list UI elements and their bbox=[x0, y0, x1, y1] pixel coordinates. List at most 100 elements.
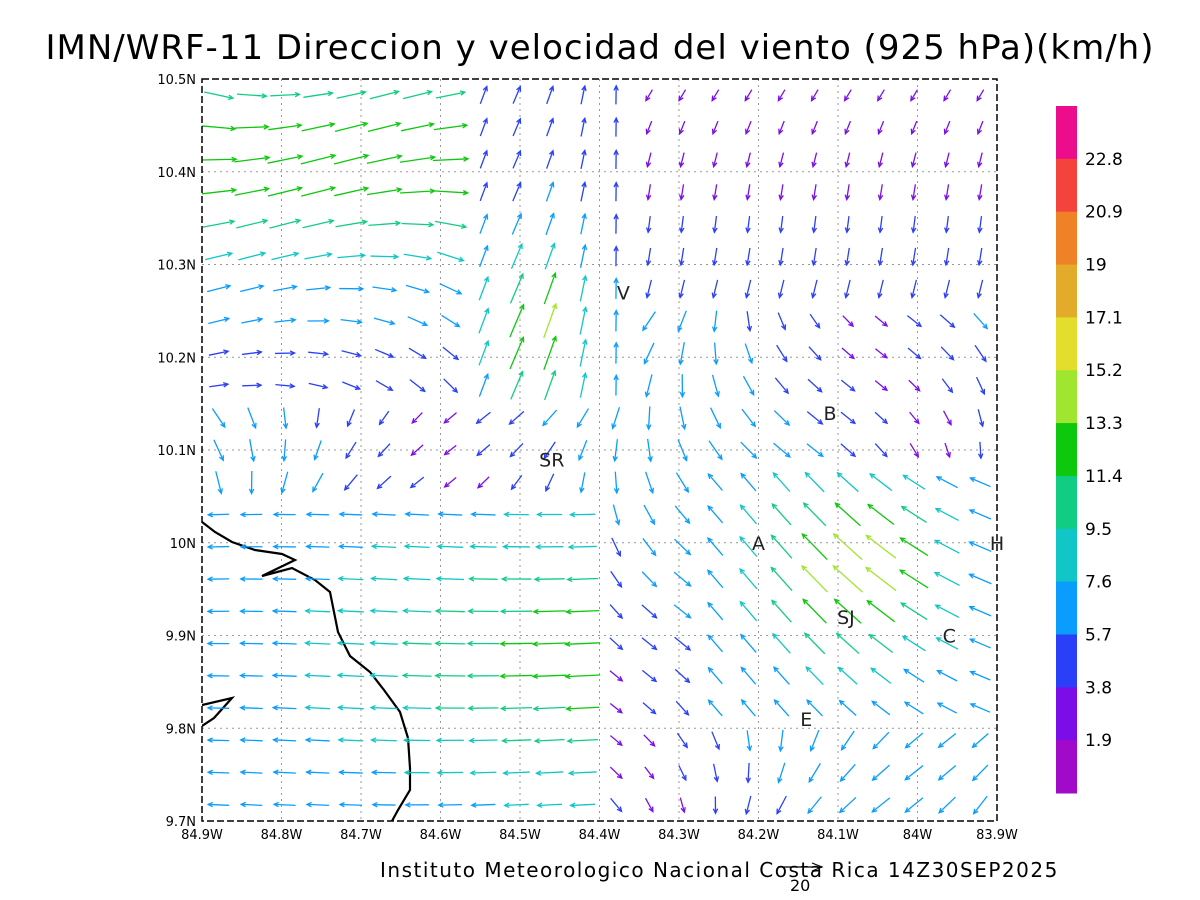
wind-arrow bbox=[707, 569, 724, 589]
wind-arrow bbox=[679, 406, 687, 431]
wind-arrow bbox=[645, 247, 652, 267]
wind-arrow bbox=[900, 602, 928, 621]
colorbar-band bbox=[1056, 264, 1077, 318]
wind-arrow bbox=[208, 316, 231, 325]
wind-arrow bbox=[239, 737, 263, 743]
wind-arrow bbox=[532, 608, 566, 615]
wind-arrow bbox=[707, 601, 724, 621]
wind-arrow bbox=[443, 444, 457, 456]
wind-arrow bbox=[711, 731, 720, 751]
wind-arrow bbox=[910, 120, 918, 136]
wind-arrow bbox=[337, 575, 364, 582]
wind-arrow bbox=[837, 666, 858, 685]
wind-arrow bbox=[673, 571, 692, 587]
wind-arrow bbox=[403, 769, 430, 776]
wind-arrow bbox=[904, 732, 924, 749]
wind-arrow bbox=[643, 504, 656, 526]
colorbar-label: 7.6 bbox=[1085, 573, 1112, 593]
wind-arrow bbox=[679, 797, 686, 814]
wind-arrow bbox=[612, 439, 619, 463]
wind-arrow bbox=[976, 89, 985, 102]
wind-arrow bbox=[844, 216, 851, 234]
wind-arrow bbox=[576, 408, 590, 429]
wind-arrow bbox=[546, 85, 555, 105]
wind-arrow bbox=[832, 564, 863, 593]
wind-arrow bbox=[776, 344, 788, 363]
wind-arrow bbox=[247, 407, 257, 430]
wind-arrow bbox=[976, 120, 984, 136]
wind-arrow bbox=[580, 149, 587, 169]
wind-arrow bbox=[512, 85, 522, 104]
wind-arrow bbox=[874, 443, 888, 458]
wind-arrow bbox=[740, 698, 756, 717]
wind-arrow bbox=[476, 444, 491, 457]
wind-arrow bbox=[241, 317, 264, 324]
wind-arrow bbox=[467, 705, 499, 712]
wind-arrow bbox=[645, 89, 654, 102]
wind-arrow bbox=[543, 335, 557, 371]
wind-arrow bbox=[645, 120, 653, 136]
wind-arrow bbox=[741, 408, 757, 428]
wind-arrow bbox=[609, 637, 624, 651]
wind-arrow bbox=[271, 672, 297, 679]
wind-arrow bbox=[740, 633, 757, 653]
colorbar-band bbox=[1056, 475, 1077, 530]
wind-arrow bbox=[437, 251, 465, 262]
wind-arrow bbox=[770, 566, 793, 592]
wind-arrow bbox=[746, 730, 753, 752]
wind-arrow bbox=[443, 477, 457, 488]
wind-arrow bbox=[433, 189, 470, 196]
wind-arrow bbox=[536, 802, 563, 809]
wind-arrow bbox=[773, 666, 790, 685]
wind-arrow bbox=[239, 801, 263, 808]
place-labels: V SR B A SJ C E H bbox=[539, 282, 1004, 731]
place-label: H bbox=[990, 533, 1004, 555]
wind-arrow bbox=[466, 640, 500, 647]
wind-arrow bbox=[943, 152, 950, 169]
wind-arrow bbox=[302, 218, 335, 229]
wind-arrow bbox=[372, 286, 398, 293]
wind-arrow bbox=[646, 438, 653, 463]
wind-arrow bbox=[206, 511, 229, 518]
wind-arrow bbox=[376, 475, 392, 490]
wind-arrow bbox=[944, 184, 950, 201]
wind-arrow bbox=[268, 122, 303, 131]
wind-arrow bbox=[645, 152, 652, 169]
wind-arrow bbox=[806, 699, 823, 717]
wind-arrow bbox=[707, 699, 723, 717]
wind-arrow bbox=[677, 310, 687, 333]
wind-arrow bbox=[535, 511, 563, 518]
wind-arrow bbox=[206, 737, 230, 743]
wind-arrow bbox=[206, 608, 230, 615]
wind-arrow bbox=[274, 317, 297, 323]
wind-arrow bbox=[579, 371, 588, 398]
wind-arrow bbox=[503, 802, 529, 808]
wind-arrow bbox=[509, 442, 524, 458]
wind-arrow bbox=[744, 343, 754, 365]
wind-arrow bbox=[202, 125, 237, 132]
wind-arrow bbox=[373, 317, 396, 326]
wind-arrow bbox=[641, 637, 658, 651]
wind-arrow bbox=[811, 152, 818, 169]
wind-arrow bbox=[679, 216, 685, 234]
wind-arrow bbox=[645, 471, 654, 495]
wind-arrow bbox=[234, 155, 271, 163]
wind-arrow bbox=[479, 244, 489, 268]
wind-arrow bbox=[740, 472, 757, 492]
wind-arrow bbox=[542, 409, 558, 427]
lat-tick-label: 10.5N bbox=[157, 73, 196, 88]
wind-arrow bbox=[977, 184, 983, 201]
wind-arrow bbox=[773, 410, 791, 426]
wind-arrow bbox=[267, 154, 304, 164]
wind-arrow bbox=[407, 316, 429, 327]
wind-arrow bbox=[805, 666, 824, 686]
colorbar-label: 17.1 bbox=[1085, 308, 1123, 328]
wind-arrow bbox=[707, 472, 723, 491]
colorbar-band bbox=[1056, 211, 1077, 266]
wind-arrow bbox=[745, 247, 751, 267]
wind-arrow bbox=[578, 440, 588, 462]
colorbar-band bbox=[1056, 370, 1077, 424]
wind-arrow bbox=[677, 439, 688, 462]
wind-arrow bbox=[300, 153, 337, 165]
